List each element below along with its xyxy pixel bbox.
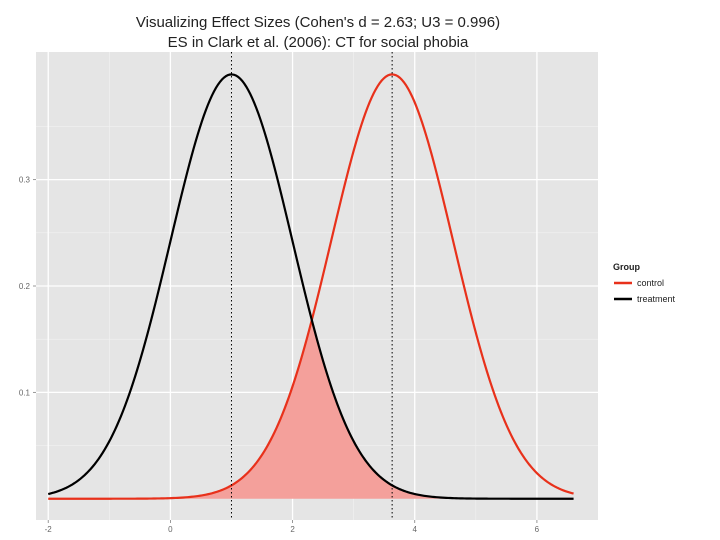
y-tick-label: 0.2: [19, 282, 31, 291]
x-axis: -2 0 2 4 6: [45, 520, 540, 534]
x-tick-label: -2: [45, 525, 53, 534]
y-tick-label: 0.3: [19, 176, 31, 185]
series-line-treatment: [47, 73, 574, 500]
series-lines: [47, 73, 574, 500]
legend-label-treatment: treatment: [637, 294, 676, 304]
x-tick-label: 2: [290, 525, 295, 534]
overlap-area-layer: [48, 323, 574, 499]
y-axis: 0.1 0.2 0.3: [19, 176, 36, 397]
series-line-control: [48, 73, 574, 500]
legend-entry-control: control: [614, 278, 664, 288]
legend: Group control treatment: [613, 262, 676, 304]
chart-title: Visualizing Effect Sizes (Cohen's d = 2.…: [136, 14, 500, 31]
legend-entry-treatment: treatment: [614, 294, 676, 304]
x-tick-label: 4: [413, 525, 418, 534]
legend-title: Group: [613, 262, 640, 272]
y-tick-label: 0.1: [19, 388, 31, 397]
legend-label-control: control: [637, 278, 664, 288]
x-tick-label: 6: [535, 525, 540, 534]
chart-subtitle: ES in Clark et al. (2006): CT for social…: [168, 34, 469, 51]
overlap-area: [48, 323, 574, 499]
x-tick-label: 0: [168, 525, 173, 534]
